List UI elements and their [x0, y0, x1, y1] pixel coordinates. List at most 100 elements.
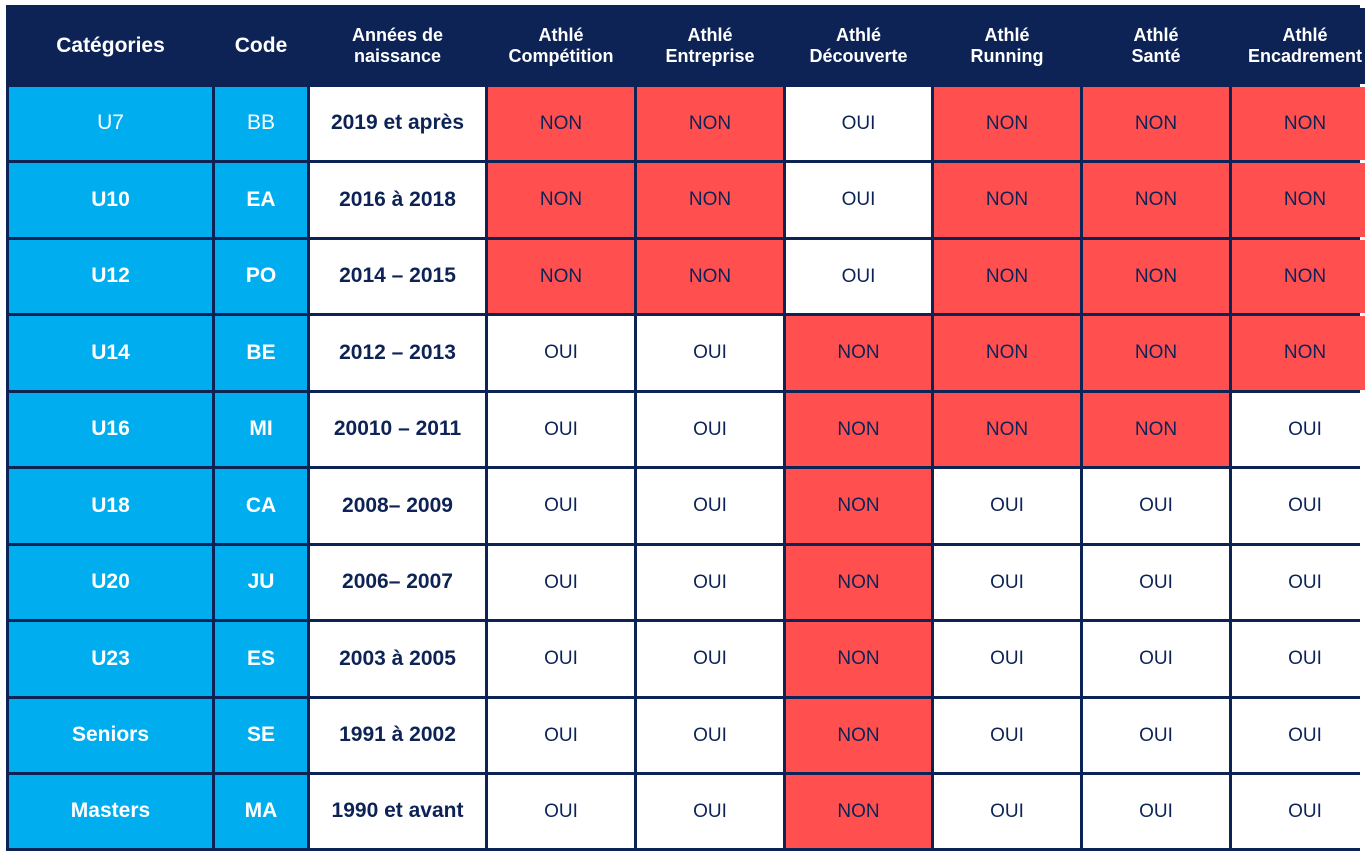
- eligibility-cell-athle-competition: NON: [488, 240, 634, 313]
- eligibility-cell-athle-entreprise: NON: [637, 240, 783, 313]
- eligibility-cell-athle-competition: NON: [488, 163, 634, 237]
- code-cell: BB: [215, 87, 307, 160]
- code-cell: EA: [215, 163, 307, 237]
- header-annees-de-naissance: Années de naissance: [310, 8, 485, 84]
- code-cell: MI: [215, 393, 307, 466]
- eligibility-cell-athle-decouverte: NON: [786, 393, 931, 466]
- code-cell: BE: [215, 316, 307, 390]
- eligibility-cell-athle-sante: OUI: [1083, 546, 1229, 619]
- eligibility-cell-athle-decouverte: NON: [786, 775, 931, 848]
- code-cell: JU: [215, 546, 307, 619]
- eligibility-cell-athle-sante: OUI: [1083, 469, 1229, 543]
- eligibility-cell-athle-encadrement: OUI: [1232, 699, 1365, 772]
- eligibility-cell-athle-sante: NON: [1083, 240, 1229, 313]
- birth-years-cell: 2014 – 2015: [310, 240, 485, 313]
- eligibility-cell-athle-competition: OUI: [488, 699, 634, 772]
- category-cell: U18: [9, 469, 212, 543]
- category-cell: U10: [9, 163, 212, 237]
- eligibility-cell-athle-competition: OUI: [488, 469, 634, 543]
- eligibility-cell-athle-sante: NON: [1083, 316, 1229, 390]
- category-cell: Masters: [9, 775, 212, 848]
- eligibility-cell-athle-encadrement: NON: [1232, 87, 1365, 160]
- eligibility-cell-athle-entreprise: NON: [637, 87, 783, 160]
- eligibility-cell-athle-competition: OUI: [488, 546, 634, 619]
- eligibility-cell-athle-entreprise: OUI: [637, 699, 783, 772]
- eligibility-cell-athle-competition: OUI: [488, 316, 634, 390]
- code-cell: PO: [215, 240, 307, 313]
- eligibility-cell-athle-decouverte: NON: [786, 546, 931, 619]
- birth-years-cell: 20010 – 2011: [310, 393, 485, 466]
- eligibility-cell-athle-entreprise: OUI: [637, 393, 783, 466]
- eligibility-cell-athle-running: NON: [934, 163, 1080, 237]
- code-cell: SE: [215, 699, 307, 772]
- eligibility-cell-athle-decouverte: NON: [786, 469, 931, 543]
- birth-years-cell: 2012 – 2013: [310, 316, 485, 390]
- eligibility-cell-athle-decouverte: NON: [786, 622, 931, 696]
- eligibility-cell-athle-running: NON: [934, 393, 1080, 466]
- eligibility-cell-athle-encadrement: OUI: [1232, 775, 1365, 848]
- eligibility-cell-athle-decouverte: OUI: [786, 87, 931, 160]
- eligibility-cell-athle-entreprise: NON: [637, 163, 783, 237]
- eligibility-cell-athle-running: NON: [934, 87, 1080, 160]
- eligibility-cell-athle-entreprise: OUI: [637, 775, 783, 848]
- categories-table: Catégories Code Années de naissance Athlé Com…: [6, 5, 1365, 851]
- eligibility-cell-athle-competition: NON: [488, 87, 634, 160]
- eligibility-cell-athle-encadrement: NON: [1232, 163, 1365, 237]
- eligibility-cell-athle-encadrement: OUI: [1232, 469, 1365, 543]
- eligibility-cell-athle-sante: OUI: [1083, 622, 1229, 696]
- eligibility-cell-athle-decouverte: OUI: [786, 163, 931, 237]
- birth-years-cell: 1990 et avant: [310, 775, 485, 848]
- eligibility-cell-athle-entreprise: OUI: [637, 546, 783, 619]
- header-code: Code: [215, 8, 307, 84]
- eligibility-cell-athle-running: NON: [934, 240, 1080, 313]
- header-athle-decouverte: Athlé Découverte: [786, 8, 931, 84]
- header-categories: Catégories: [9, 8, 212, 84]
- birth-years-cell: 2006– 2007: [310, 546, 485, 619]
- eligibility-cell-athle-running: OUI: [934, 622, 1080, 696]
- category-cell: U23: [9, 622, 212, 696]
- eligibility-cell-athle-sante: OUI: [1083, 699, 1229, 772]
- eligibility-cell-athle-sante: NON: [1083, 393, 1229, 466]
- header-athle-competition: Athlé Compétition: [488, 8, 634, 84]
- birth-years-cell: 1991 à 2002: [310, 699, 485, 772]
- category-cell: U14: [9, 316, 212, 390]
- eligibility-cell-athle-entreprise: OUI: [637, 469, 783, 543]
- birth-years-cell: 2019 et après: [310, 87, 485, 160]
- eligibility-cell-athle-entreprise: OUI: [637, 316, 783, 390]
- eligibility-cell-athle-running: NON: [934, 316, 1080, 390]
- eligibility-cell-athle-competition: OUI: [488, 393, 634, 466]
- birth-years-cell: 2008– 2009: [310, 469, 485, 543]
- category-cell: U16: [9, 393, 212, 466]
- eligibility-cell-athle-encadrement: OUI: [1232, 546, 1365, 619]
- code-cell: ES: [215, 622, 307, 696]
- eligibility-cell-athle-encadrement: NON: [1232, 240, 1365, 313]
- eligibility-cell-athle-running: OUI: [934, 546, 1080, 619]
- eligibility-cell-athle-sante: NON: [1083, 87, 1229, 160]
- category-cell: U7: [9, 87, 212, 160]
- eligibility-cell-athle-decouverte: NON: [786, 316, 931, 390]
- eligibility-cell-athle-sante: NON: [1083, 163, 1229, 237]
- birth-years-cell: 2003 à 2005: [310, 622, 485, 696]
- code-cell: MA: [215, 775, 307, 848]
- eligibility-cell-athle-competition: OUI: [488, 622, 634, 696]
- category-cell: U20: [9, 546, 212, 619]
- header-athle-entreprise: Athlé Entreprise: [637, 8, 783, 84]
- category-cell: Seniors: [9, 699, 212, 772]
- category-cell: U12: [9, 240, 212, 313]
- eligibility-cell-athle-decouverte: OUI: [786, 240, 931, 313]
- eligibility-cell-athle-encadrement: OUI: [1232, 622, 1365, 696]
- eligibility-cell-athle-encadrement: OUI: [1232, 393, 1365, 466]
- eligibility-cell-athle-running: OUI: [934, 775, 1080, 848]
- header-athle-running: Athlé Running: [934, 8, 1080, 84]
- eligibility-cell-athle-competition: OUI: [488, 775, 634, 848]
- code-cell: CA: [215, 469, 307, 543]
- eligibility-cell-athle-sante: OUI: [1083, 775, 1229, 848]
- eligibility-cell-athle-decouverte: NON: [786, 699, 931, 772]
- header-athle-sante: Athlé Santé: [1083, 8, 1229, 84]
- birth-years-cell: 2016 à 2018: [310, 163, 485, 237]
- header-athle-encadrement: Athlé Encadrement: [1232, 8, 1365, 84]
- eligibility-cell-athle-entreprise: OUI: [637, 622, 783, 696]
- eligibility-cell-athle-running: OUI: [934, 469, 1080, 543]
- eligibility-cell-athle-encadrement: NON: [1232, 316, 1365, 390]
- eligibility-cell-athle-running: OUI: [934, 699, 1080, 772]
